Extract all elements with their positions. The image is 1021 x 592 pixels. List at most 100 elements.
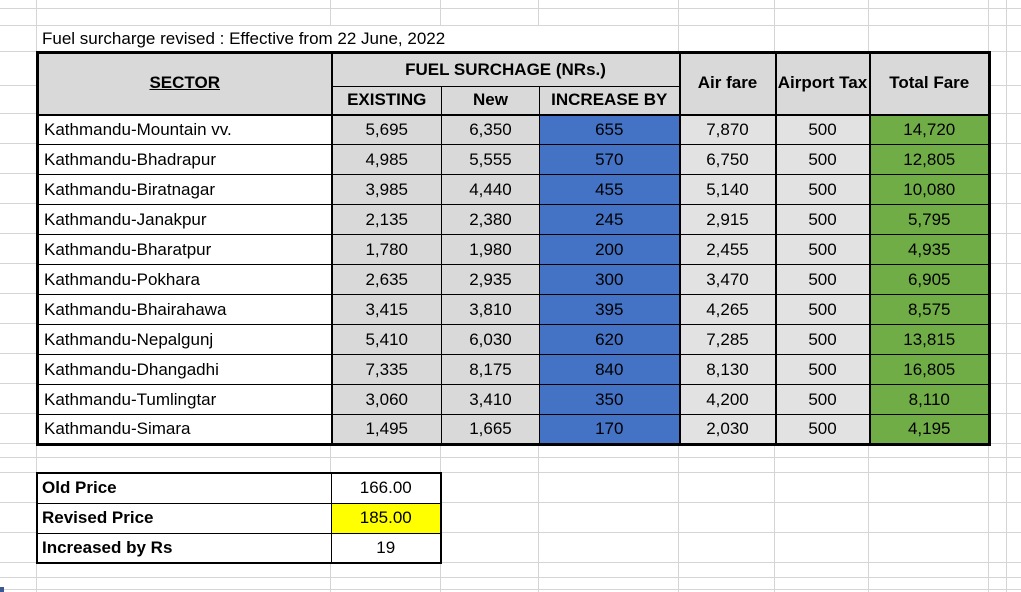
- header-new[interactable]: New: [441, 86, 540, 116]
- airport-tax-cell[interactable]: 500: [774, 384, 870, 415]
- airport-tax-cell[interactable]: 500: [774, 294, 870, 325]
- table-row: Kathmandu-Tumlingtar 3,060 3,410 350 4,200 50…: [37, 384, 990, 415]
- total-fare-cell[interactable]: 8,110: [868, 384, 990, 415]
- existing-cell[interactable]: 5,695: [330, 114, 442, 145]
- sector-cell[interactable]: Kathmandu-Tumlingtar: [37, 384, 332, 415]
- existing-cell[interactable]: 1,780: [330, 234, 442, 265]
- existing-cell[interactable]: 7,335: [330, 354, 442, 385]
- airport-tax-cell[interactable]: 500: [774, 414, 870, 445]
- increase-cell[interactable]: 300: [539, 264, 680, 295]
- summary-value-cell-highlighted[interactable]: 185.00: [330, 502, 442, 534]
- total-fare-cell[interactable]: 12,805: [868, 144, 990, 175]
- airport-tax-cell[interactable]: 500: [774, 234, 870, 265]
- total-fare-cell[interactable]: 4,935: [868, 234, 990, 265]
- summary-label-cell[interactable]: Increased by Rs: [36, 532, 332, 564]
- sector-cell[interactable]: Kathmandu-Simara: [37, 414, 332, 445]
- summary-row-old-price: Old Price 166.00: [36, 472, 442, 504]
- sector-cell[interactable]: Kathmandu-Janakpur: [37, 204, 332, 235]
- increase-cell[interactable]: 245: [539, 204, 680, 235]
- summary-label-cell[interactable]: Revised Price: [36, 502, 332, 534]
- summary-value-cell[interactable]: 19: [330, 532, 442, 564]
- total-fare-cell[interactable]: 6,905: [868, 264, 990, 295]
- sector-cell[interactable]: Kathmandu-Bhairahawa: [37, 294, 332, 325]
- air-fare-cell[interactable]: 2,455: [678, 234, 776, 265]
- air-fare-cell[interactable]: 8,130: [678, 354, 776, 385]
- airport-tax-cell[interactable]: 500: [774, 264, 870, 295]
- total-fare-cell[interactable]: 10,080: [868, 174, 990, 205]
- air-fare-cell[interactable]: 2,915: [678, 204, 776, 235]
- existing-cell[interactable]: 3,415: [330, 294, 442, 325]
- total-fare-cell[interactable]: 5,795: [868, 204, 990, 235]
- sector-cell[interactable]: Kathmandu-Biratnagar: [37, 174, 332, 205]
- gridline-vertical: [1006, 0, 1007, 592]
- sector-cell[interactable]: Kathmandu-Bharatpur: [37, 234, 332, 265]
- existing-cell[interactable]: 1,495: [330, 414, 442, 445]
- new-cell[interactable]: 2,935: [441, 264, 540, 295]
- new-cell[interactable]: 8,175: [441, 354, 540, 385]
- header-sector[interactable]: SECTOR: [37, 52, 332, 116]
- air-fare-cell[interactable]: 3,470: [678, 264, 776, 295]
- existing-cell[interactable]: 5,410: [330, 324, 442, 355]
- air-fare-cell[interactable]: 5,140: [678, 174, 776, 205]
- sector-cell[interactable]: Kathmandu-Dhangadhi: [37, 354, 332, 385]
- header-total-fare[interactable]: Total Fare: [868, 52, 990, 116]
- header-airport-tax[interactable]: Airport Tax: [774, 52, 870, 116]
- summary-value-cell[interactable]: 166.00: [330, 472, 442, 504]
- airport-tax-cell[interactable]: 500: [774, 174, 870, 205]
- gridline-horizontal: [0, 8, 1021, 9]
- sector-cell[interactable]: Kathmandu-Pokhara: [37, 264, 332, 295]
- existing-cell[interactable]: 3,985: [330, 174, 442, 205]
- airport-tax-cell[interactable]: 500: [774, 324, 870, 355]
- air-fare-cell[interactable]: 7,285: [678, 324, 776, 355]
- new-cell[interactable]: 1,980: [441, 234, 540, 265]
- increase-cell[interactable]: 620: [539, 324, 680, 355]
- air-fare-cell[interactable]: 7,870: [678, 114, 776, 145]
- total-fare-cell[interactable]: 8,575: [868, 294, 990, 325]
- increase-cell[interactable]: 840: [539, 354, 680, 385]
- summary-label-cell[interactable]: Old Price: [36, 472, 332, 504]
- gridline-horizontal: [0, 532, 1021, 533]
- title-cell[interactable]: Fuel surcharge revised : Effective from …: [37, 26, 678, 51]
- increase-cell[interactable]: 570: [539, 144, 680, 175]
- new-cell[interactable]: 2,380: [441, 204, 540, 235]
- air-fare-cell[interactable]: 2,030: [678, 414, 776, 445]
- increase-cell[interactable]: 350: [539, 384, 680, 415]
- new-cell[interactable]: 6,030: [441, 324, 540, 355]
- increase-cell[interactable]: 455: [539, 174, 680, 205]
- new-cell[interactable]: 3,810: [441, 294, 540, 325]
- new-cell[interactable]: 1,665: [441, 414, 540, 445]
- air-fare-cell[interactable]: 4,265: [678, 294, 776, 325]
- sector-cell[interactable]: Kathmandu-Nepalgunj: [37, 324, 332, 355]
- new-cell[interactable]: 6,350: [441, 114, 540, 145]
- existing-cell[interactable]: 2,635: [330, 264, 442, 295]
- header-existing[interactable]: EXISTING: [330, 86, 442, 116]
- existing-cell[interactable]: 4,985: [330, 144, 442, 175]
- increase-cell[interactable]: 655: [539, 114, 680, 145]
- airport-tax-cell[interactable]: 500: [774, 114, 870, 145]
- table-row: Kathmandu-Nepalgunj 5,410 6,030 620 7,285 500…: [37, 324, 990, 355]
- existing-cell[interactable]: 3,060: [330, 384, 442, 415]
- airport-tax-cell[interactable]: 500: [774, 204, 870, 235]
- header-air-fare[interactable]: Air fare: [678, 52, 776, 116]
- header-fuel-group[interactable]: FUEL SURCHAGE (NRs.): [330, 52, 680, 87]
- air-fare-cell[interactable]: 4,200: [678, 384, 776, 415]
- new-cell[interactable]: 3,410: [441, 384, 540, 415]
- header-increase-by[interactable]: INCREASE BY: [539, 86, 680, 116]
- air-fare-cell[interactable]: 6,750: [678, 144, 776, 175]
- sector-cell[interactable]: Kathmandu-Mountain vv.: [37, 114, 332, 145]
- sector-cell[interactable]: Kathmandu-Bhadrapur: [37, 144, 332, 175]
- existing-cell[interactable]: 2,135: [330, 204, 442, 235]
- gridline-horizontal: [0, 457, 1021, 458]
- table-row: Kathmandu-Simara 1,495 1,665 170 2,030 500 4,1…: [37, 414, 990, 445]
- increase-cell[interactable]: 200: [539, 234, 680, 265]
- total-fare-cell[interactable]: 4,195: [868, 414, 990, 445]
- total-fare-cell[interactable]: 14,720: [868, 114, 990, 145]
- increase-cell[interactable]: 170: [539, 414, 680, 445]
- total-fare-cell[interactable]: 16,805: [868, 354, 990, 385]
- new-cell[interactable]: 4,440: [441, 174, 540, 205]
- increase-cell[interactable]: 395: [539, 294, 680, 325]
- airport-tax-cell[interactable]: 500: [774, 144, 870, 175]
- new-cell[interactable]: 5,555: [441, 144, 540, 175]
- total-fare-cell[interactable]: 13,815: [868, 324, 990, 355]
- airport-tax-cell[interactable]: 500: [774, 354, 870, 385]
